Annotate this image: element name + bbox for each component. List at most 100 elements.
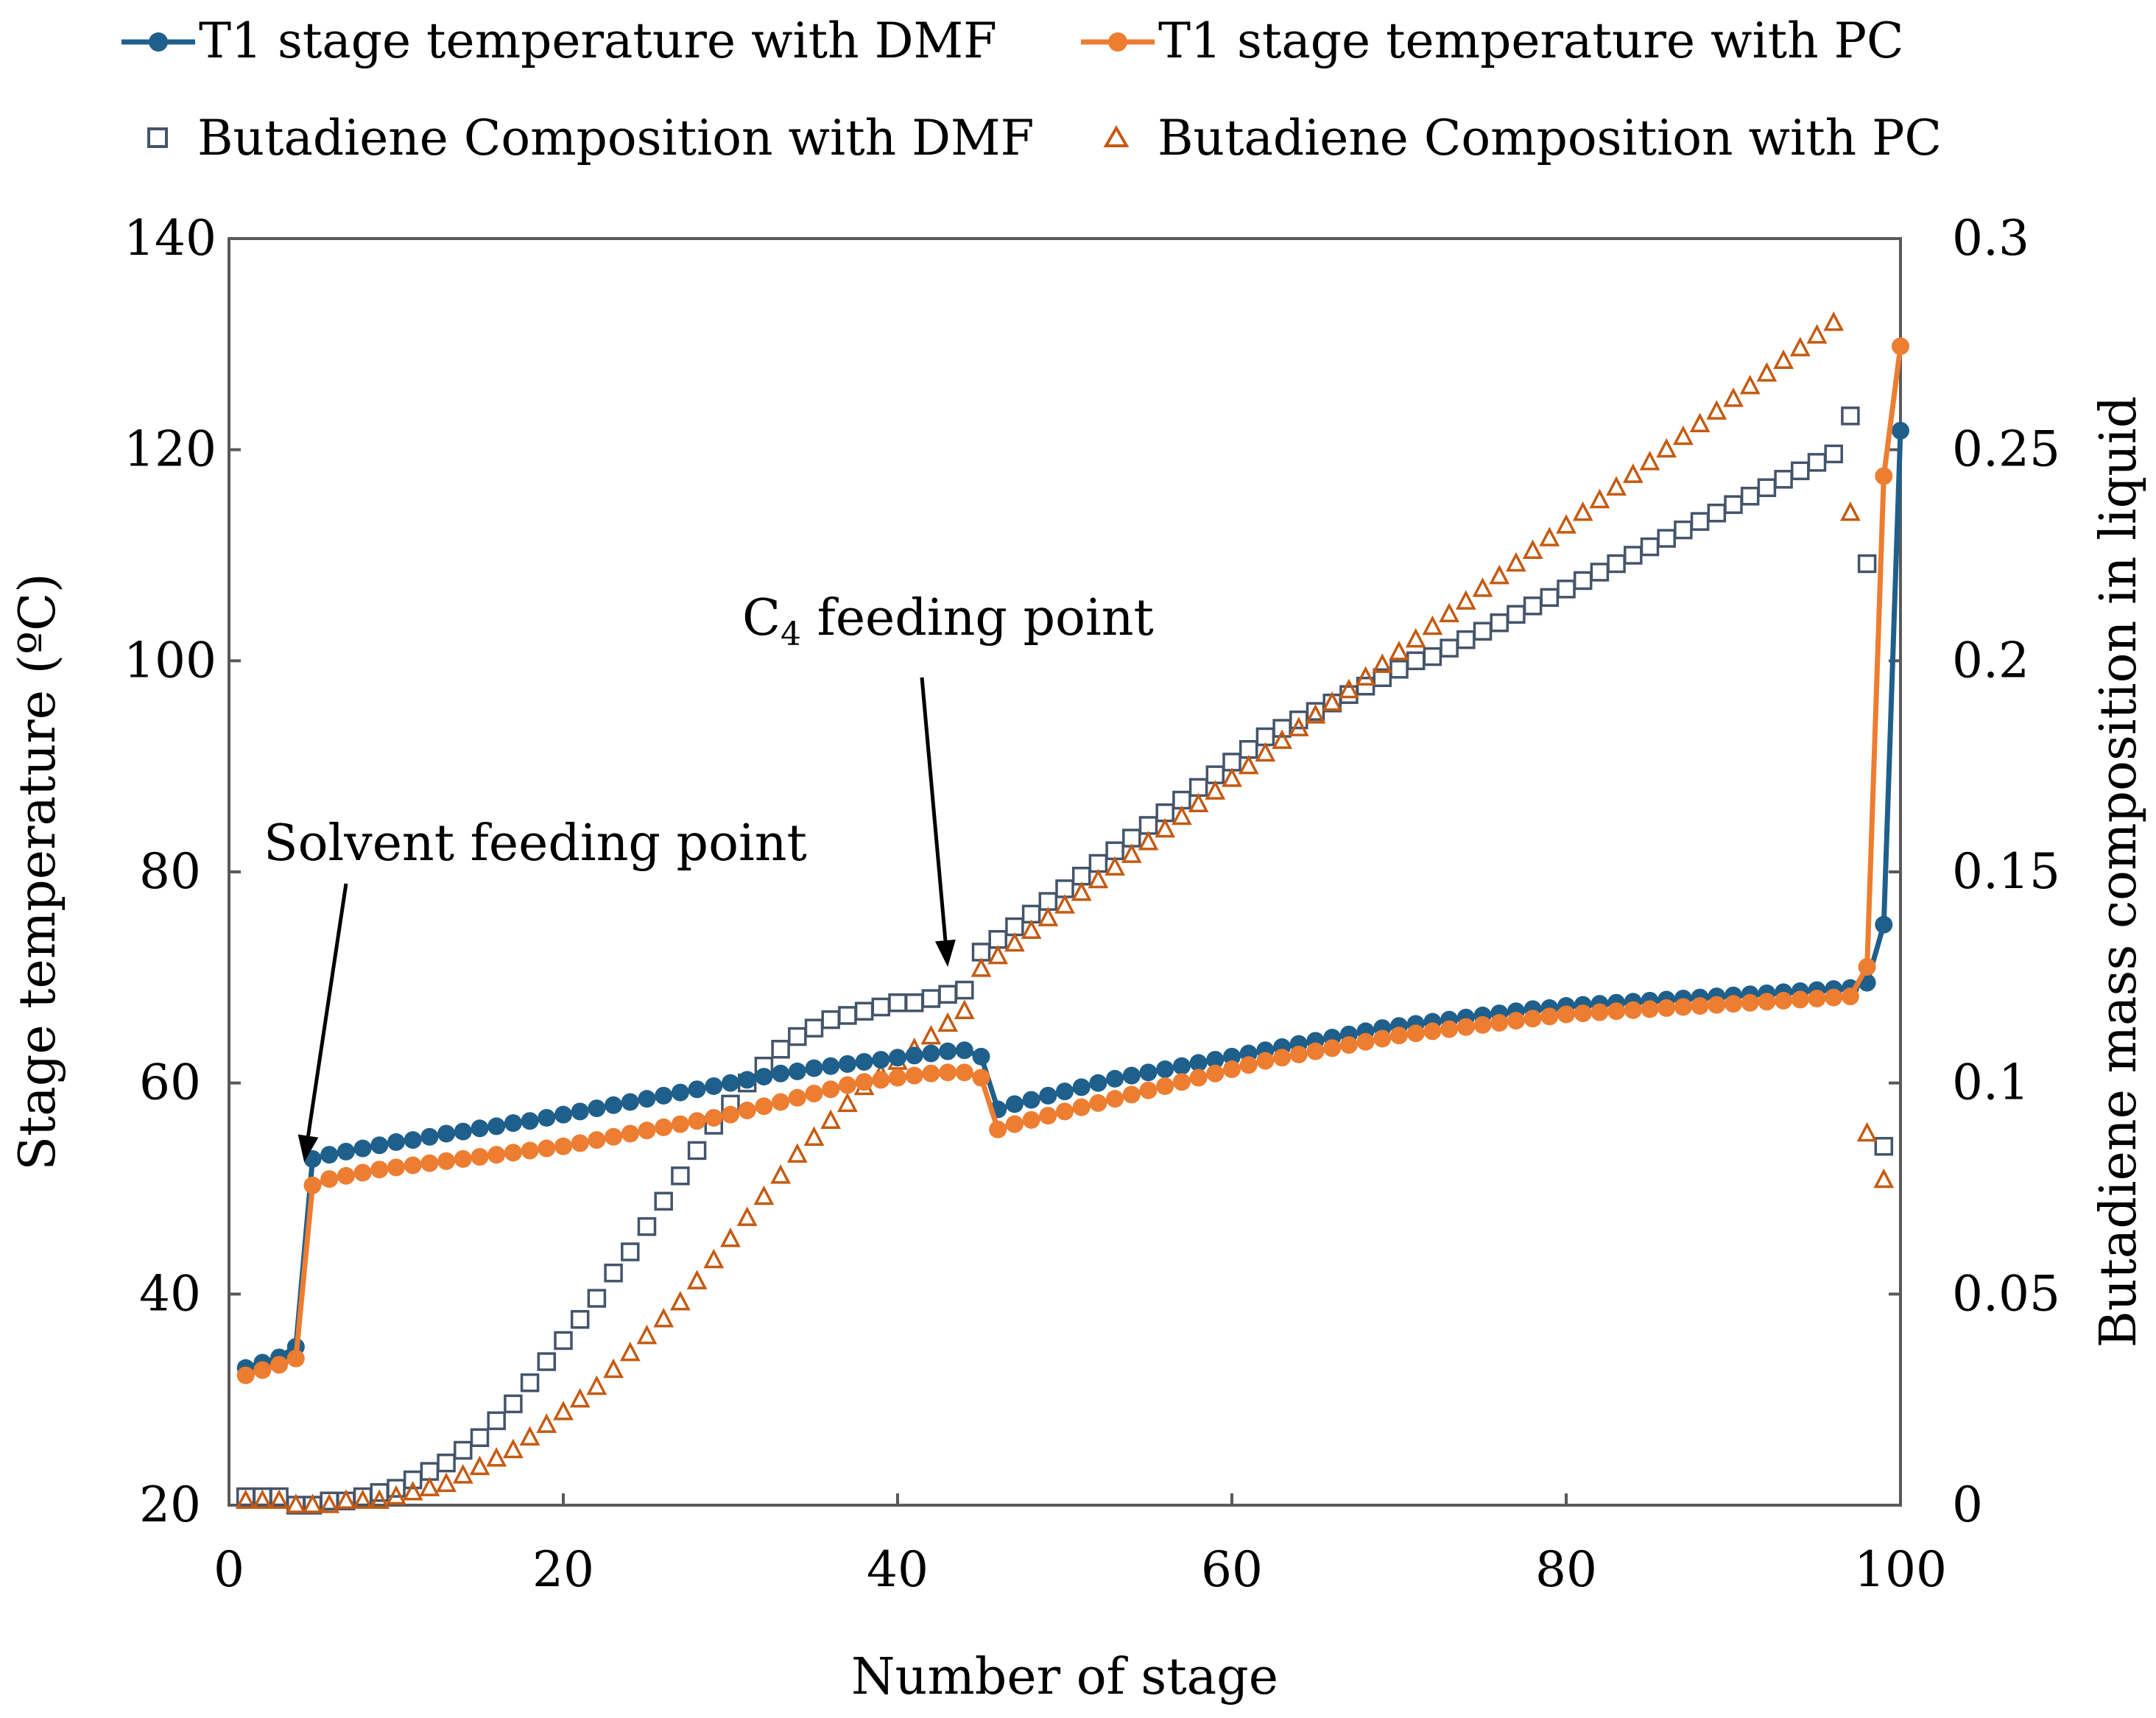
data-point <box>1757 478 1777 498</box>
data-point <box>285 1493 306 1513</box>
y2-tick-label: 0 <box>1952 1476 1983 1533</box>
data-point <box>1856 1122 1878 1142</box>
data-point <box>1355 666 1376 686</box>
data-point <box>471 1148 489 1166</box>
data-point <box>1289 1045 1308 1063</box>
data-point <box>1724 495 1743 514</box>
annotation-c4-arrow <box>920 677 948 941</box>
data-point <box>1606 476 1627 496</box>
data-point <box>872 1051 890 1069</box>
data-point <box>1422 615 1443 636</box>
data-point <box>252 1489 273 1510</box>
data-point <box>1189 1054 1208 1072</box>
data-point <box>1322 691 1343 711</box>
legend-entry-dmf-comp[interactable]: Butadiene Composition with DMF <box>147 110 1034 166</box>
data-point <box>236 1366 255 1384</box>
data-point <box>1390 1027 1408 1045</box>
data-point <box>469 1455 490 1476</box>
y-axis-title: Stage temperature (ºC) <box>9 573 67 1170</box>
data-point <box>705 1077 723 1095</box>
data-point <box>1673 425 1694 446</box>
data-point <box>504 1394 523 1414</box>
annotation-c4-arrowhead <box>934 939 956 967</box>
y-tick-label: 80 <box>139 843 201 900</box>
data-point <box>1156 1077 1174 1095</box>
data-point <box>1356 1032 1375 1051</box>
data-point <box>1323 1039 1342 1057</box>
data-point <box>1725 995 1742 1013</box>
data-point <box>1557 1005 1575 1024</box>
data-point <box>320 1170 339 1189</box>
data-point <box>920 1024 942 1045</box>
x-tick-label: 100 <box>1854 1541 1947 1598</box>
legend-entry-pc-temp[interactable]: T1 stage temperature with PC <box>1081 13 1904 69</box>
series-layer <box>235 311 1909 1515</box>
data-point <box>537 1352 557 1371</box>
data-point <box>1773 349 1794 370</box>
data-point <box>419 1476 440 1496</box>
data-point <box>786 1143 808 1163</box>
data-point <box>1256 1052 1275 1070</box>
data-point <box>1189 1069 1208 1087</box>
data-point <box>788 1027 807 1046</box>
data-point <box>1841 406 1860 426</box>
data-point <box>235 1489 256 1510</box>
data-point <box>1088 868 1109 889</box>
data-point <box>504 1144 522 1162</box>
data-point <box>1188 792 1209 813</box>
data-point <box>1039 1086 1057 1105</box>
data-point <box>705 1108 723 1127</box>
data-point <box>621 1242 640 1261</box>
data-point <box>303 1176 322 1194</box>
data-point <box>1824 444 1843 464</box>
data-point <box>454 1150 472 1168</box>
data-point <box>1706 400 1727 420</box>
data-point <box>1172 1073 1191 1091</box>
data-point <box>888 993 907 1013</box>
data-point <box>370 1161 389 1179</box>
data-point <box>1373 1029 1392 1048</box>
data-point <box>1223 1060 1241 1079</box>
data-point <box>804 1018 824 1038</box>
data-point <box>336 1489 356 1510</box>
data-point <box>538 1108 556 1127</box>
data-point <box>738 1101 756 1119</box>
data-point <box>352 1489 373 1510</box>
legend-entry-dmf-temp[interactable]: T1 stage temperature with DMF <box>121 13 997 69</box>
data-point <box>619 1341 641 1362</box>
data-point <box>1708 996 1726 1014</box>
data-point <box>420 1154 439 1172</box>
series-pc-comp <box>235 311 1895 1513</box>
data-point <box>1791 990 1809 1009</box>
data-point <box>855 1073 873 1091</box>
data-point <box>1172 1057 1191 1075</box>
data-point <box>319 1493 340 1513</box>
legend-label-pc-temp: T1 stage temperature with PC <box>1158 13 1904 69</box>
data-point <box>1440 1020 1459 1038</box>
data-point <box>1473 622 1493 641</box>
data-point <box>1892 337 1909 356</box>
data-point <box>1054 894 1075 914</box>
data-point <box>621 1093 639 1111</box>
data-point <box>1389 660 1409 679</box>
data-point <box>436 1472 457 1493</box>
data-point <box>1657 529 1676 548</box>
data-point <box>636 1324 658 1345</box>
data-point <box>1690 512 1710 531</box>
data-point <box>1106 1090 1124 1108</box>
data-point <box>1423 1022 1442 1041</box>
data-point <box>755 1097 773 1116</box>
data-point <box>1440 638 1459 658</box>
data-point <box>1540 588 1560 608</box>
data-point <box>1624 1001 1642 1019</box>
legend-entry-pc-comp[interactable]: Butadiene Composition with PC <box>1103 110 1942 166</box>
data-point <box>1288 717 1309 736</box>
data-point <box>1472 577 1493 597</box>
data-point <box>1556 514 1577 534</box>
data-point <box>487 1117 506 1136</box>
data-point <box>1439 602 1459 623</box>
data-point <box>803 1126 825 1146</box>
data-point <box>653 1307 674 1328</box>
data-point <box>1740 486 1760 506</box>
data-point <box>504 1114 522 1133</box>
